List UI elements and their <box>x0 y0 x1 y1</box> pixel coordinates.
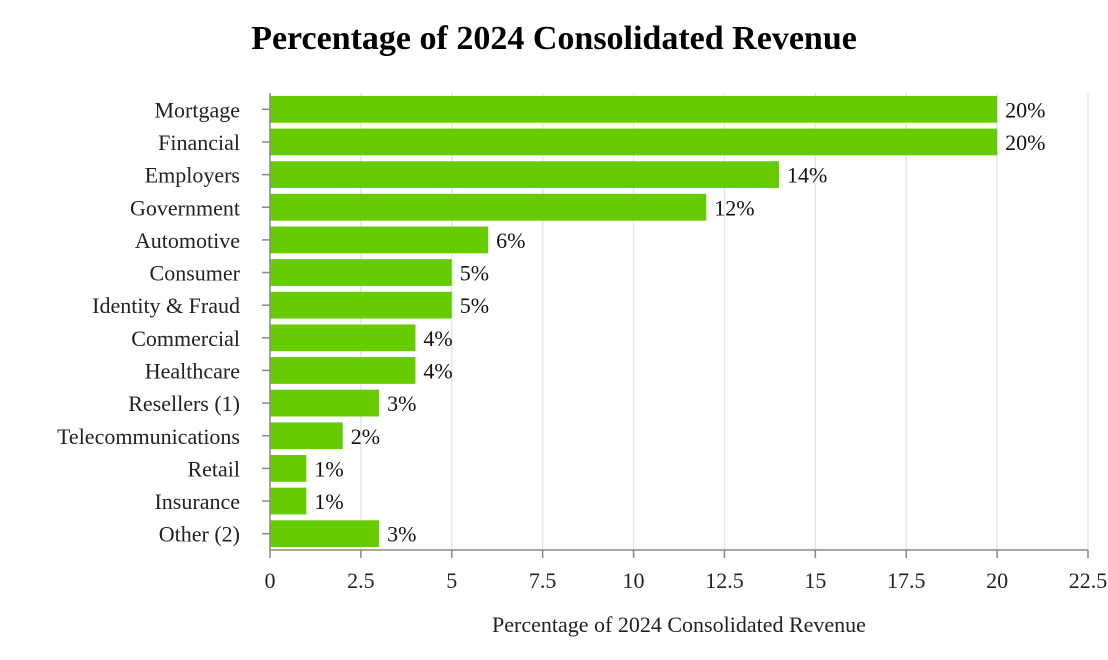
bar-data-label: 3% <box>387 522 416 547</box>
bar <box>270 455 307 482</box>
x-axis-label: Percentage of 2024 Consolidated Revenue <box>492 612 866 637</box>
axes <box>262 93 1089 558</box>
x-tick-label: 10 <box>623 568 645 593</box>
bar <box>270 259 452 286</box>
bar <box>270 389 380 417</box>
bar <box>270 193 707 221</box>
bar <box>270 128 998 156</box>
chart-title: Percentage of 2024 Consolidated Revenue <box>251 20 857 57</box>
x-tick-label: 2.5 <box>347 568 375 593</box>
bar-data-label: 20% <box>1005 97 1045 122</box>
y-category-label: Identity & Fraud <box>92 293 240 318</box>
bar <box>270 487 307 515</box>
y-category-label: Government <box>130 195 240 220</box>
bar-data-label: 6% <box>496 228 525 253</box>
bars <box>270 95 998 548</box>
bar-data-label: 2% <box>351 424 380 449</box>
bar <box>270 291 452 319</box>
bar-data-label: 5% <box>460 293 489 318</box>
x-tick-label: 17.5 <box>887 568 926 593</box>
bar-data-label: 1% <box>314 489 343 514</box>
bar <box>270 161 779 188</box>
x-tick-label: 20 <box>986 568 1008 593</box>
bar <box>270 422 343 450</box>
y-category-label: Healthcare <box>145 358 240 383</box>
x-tick-label: 22.5 <box>1069 568 1108 593</box>
y-category-label: Resellers (1) <box>128 391 240 416</box>
y-category-label: Insurance <box>154 489 240 514</box>
bar-data-label: 4% <box>423 326 452 351</box>
x-tick-label: 0 <box>265 568 276 593</box>
labels: 0 2.5 5 7.5 10 12.5 15 17.5 20 22.5 Mortgage 20% Fin… <box>57 97 1107 593</box>
x-tick-label: 7.5 <box>529 568 557 593</box>
bar-data-label: 4% <box>423 358 452 383</box>
y-category-label: Automotive <box>135 228 240 253</box>
bar-data-label: 1% <box>314 456 343 481</box>
y-category-label: Retail <box>187 456 240 481</box>
bar-data-label: 20% <box>1005 130 1045 155</box>
bar <box>270 357 416 384</box>
y-category-label: Commercial <box>131 326 240 351</box>
bar-data-label: 5% <box>460 261 489 286</box>
bar <box>270 226 489 254</box>
x-tick-label: 12.5 <box>705 568 744 593</box>
bar-data-label: 3% <box>387 391 416 416</box>
x-tick-label: 15 <box>804 568 826 593</box>
y-category-label: Other (2) <box>159 522 240 547</box>
bar <box>270 520 380 548</box>
y-category-label: Financial <box>158 130 240 155</box>
bar <box>270 324 416 352</box>
y-category-label: Consumer <box>150 261 241 286</box>
bar-data-label: 14% <box>787 163 827 188</box>
y-category-label: Mortgage <box>154 97 240 122</box>
y-category-label: Telecommunications <box>57 424 240 449</box>
y-category-label: Employers <box>145 163 240 188</box>
x-tick-label: 5 <box>446 568 457 593</box>
bar <box>270 95 998 123</box>
bar-data-label: 12% <box>714 195 754 220</box>
